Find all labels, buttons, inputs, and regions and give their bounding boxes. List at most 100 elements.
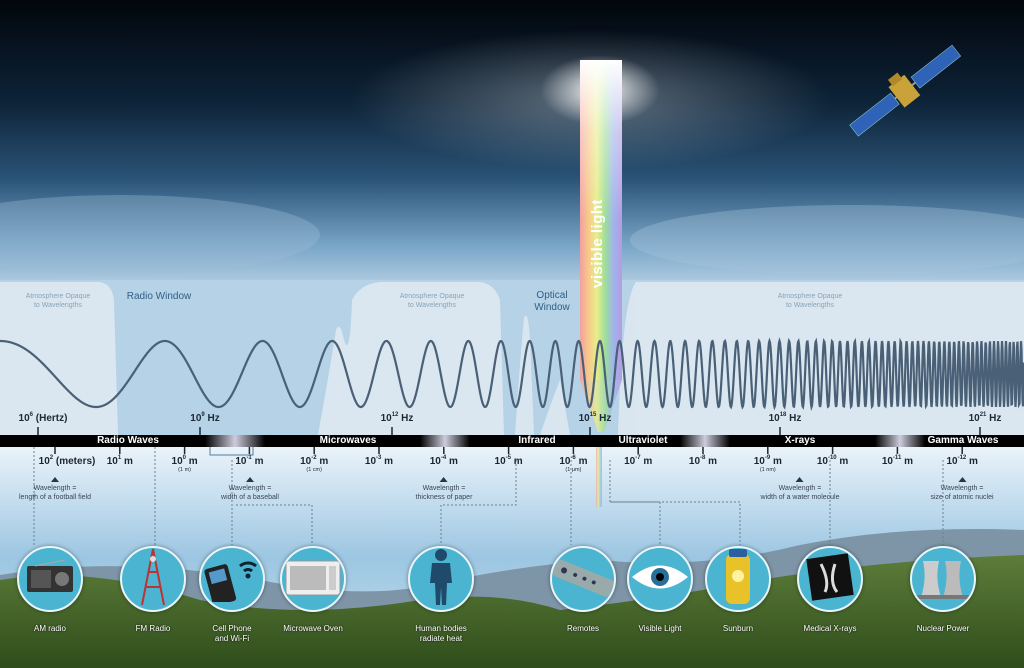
frequency-label-base: 10 <box>578 413 590 424</box>
frequency-label-base: 10 <box>380 413 392 424</box>
example-label-line1: Remotes <box>566 624 600 633</box>
microwave-oven-circle <box>280 546 346 612</box>
wavelength-label-note: (1 m) <box>178 467 192 473</box>
wavelength-label-base: 10 <box>624 456 636 467</box>
example-label-line2: radiate heat <box>419 634 463 643</box>
radio-icon <box>25 559 75 599</box>
wavelength-comparison: Wavelength = width of a baseball <box>221 477 279 502</box>
wavelength-label-unit: m <box>904 456 913 467</box>
wavelength-label: 100 m (1 m) <box>172 455 198 473</box>
example-label: Sunburn <box>723 624 753 634</box>
wavelength-label-note: (1 μm) <box>565 467 582 473</box>
comparison-line1: Wavelength = <box>228 485 272 492</box>
satellite-icon <box>849 44 962 137</box>
wavelength-label-base: 10 <box>300 456 312 467</box>
wavelength-label-unit: m <box>384 456 394 467</box>
example-label: Nuclear Power <box>917 624 969 634</box>
atmosphere-opaque-label-3: Atmosphere Opaque to Wavelengths <box>778 292 843 310</box>
frequency-label-exponent: 9 <box>201 412 205 418</box>
wavelength-label: 10-9 m (1 nm) <box>754 455 782 473</box>
band-label-microwaves: Microwaves <box>319 435 377 446</box>
band-label-x-rays: X-rays <box>784 435 816 446</box>
frequency-label-base: 10 <box>768 413 780 424</box>
wavelength-label-exponent: -4 <box>440 455 447 461</box>
example-label-line1: Sunburn <box>722 624 754 633</box>
wavelength-label-exponent: 2 <box>49 455 54 461</box>
wavelength-label-exponent: -2 <box>311 455 317 461</box>
wavelength-label-unit: m <box>772 456 782 467</box>
wavelength-label-base: 10 <box>106 456 118 467</box>
wavelength-label-exponent: -12 <box>957 455 967 461</box>
wavelength-label: 10-1 m <box>235 455 263 467</box>
comparison-line2: width of a baseball <box>221 494 279 501</box>
wavelength-label-base: 10 <box>429 456 441 467</box>
visible-light-label: visible light <box>589 198 606 288</box>
sunscreen-bottle-icon <box>723 548 753 610</box>
band-label-ultraviolet: Ultraviolet <box>618 435 668 446</box>
wavelength-label: 10-10 m <box>817 455 848 467</box>
frequency-label-unit: Hz <box>989 413 1002 424</box>
wavelength-label-exponent: -5 <box>505 455 511 461</box>
visible-light-circle <box>627 546 693 612</box>
wavelength-label-unit: m <box>123 456 133 467</box>
band-label-radio-waves: Radio Waves <box>97 435 159 446</box>
example-label-line1: Human bodies <box>415 624 467 633</box>
wavelength-comparison: Wavelength = thickness of paper <box>416 477 473 502</box>
wavelength-label: 101 m <box>106 455 133 467</box>
wavelength-label-base: 10 <box>38 456 50 467</box>
wavelength-label-exponent: -9 <box>764 455 771 461</box>
wavelength-label-unit: m <box>188 456 198 467</box>
radio-window-label: Radio Window <box>126 291 192 302</box>
wavelength-label-exponent: -7 <box>635 455 641 461</box>
am-radio-circle <box>17 546 83 612</box>
frequency-label-exponent: 15 <box>589 412 597 418</box>
frequency-label-base: 10 <box>190 413 202 424</box>
band-label-infrared: Infrared <box>518 435 556 446</box>
medical-x-rays-circle <box>797 546 863 612</box>
wavelength-comparison: Wavelength = size of atomic nuclei <box>930 477 993 502</box>
comparison-line2: width of a water molecule <box>760 494 840 501</box>
wavelength-label: 102 (meters) <box>38 455 96 467</box>
cooling-tower-icon <box>915 555 971 604</box>
frequency-label-unit: (Hertz) <box>35 413 68 424</box>
optical-window-line2: Window <box>534 302 570 313</box>
wavelength-label-exponent: -3 <box>376 455 382 461</box>
example-label-line1: FM Radio <box>135 624 171 633</box>
frequency-label: 1015 Hz <box>578 412 612 424</box>
wavelength-label-exponent: -6 <box>570 455 576 461</box>
example-label-line1: Medical X-rays <box>803 624 857 633</box>
example-label-line1: Visible Light <box>638 624 682 633</box>
wavelength-label-base: 10 <box>559 456 571 467</box>
wavelength-label-exponent: 1 <box>117 455 122 461</box>
wavelength-label-note: (1 nm) <box>759 467 776 473</box>
frequency-label-unit: Hz <box>207 413 220 424</box>
human-silhouette-icon <box>426 548 456 610</box>
wavelength-label-base: 10 <box>364 456 377 467</box>
example-label: Visible Light <box>639 624 682 634</box>
wavelength-label-exponent: -1 <box>246 455 252 461</box>
wavelength-label: 10-2 m (1 cm) <box>300 455 329 473</box>
frequency-label-unit: Hz <box>599 413 612 424</box>
comparison-line2: length of a football field <box>19 494 91 501</box>
atmosphere-opaque-label-3-line1: Atmosphere Opaque <box>777 293 843 300</box>
remotes-circle <box>550 546 616 612</box>
atmosphere-opaque-label-2-line2: to Wavelengths <box>407 302 456 309</box>
example-label-line1: AM radio <box>33 624 67 633</box>
atmosphere-opaque-label-1-line2: to Wavelengths <box>33 302 82 309</box>
band-label-gamma-waves: Gamma Waves <box>927 435 999 446</box>
wave-line <box>0 337 1024 412</box>
frequency-label-base: 10 <box>18 413 30 424</box>
wavelength-label-unit: m <box>319 456 329 467</box>
example-label: FM Radio <box>136 624 171 634</box>
wavelength-comparison: Wavelength = width of a water molecule <box>761 477 840 502</box>
wavelength-label-base: 10 <box>946 456 958 467</box>
frequency-label: 1021 Hz <box>968 412 1002 424</box>
remote-control-icon <box>552 557 614 602</box>
comparison-line1: Wavelength = <box>940 485 984 492</box>
optical-window-label: Optical Window <box>534 290 570 314</box>
example-label: Cell Phone and Wi-Fi <box>212 624 251 644</box>
radio-tower-icon <box>138 548 168 610</box>
frequency-label-base: 10 <box>968 413 980 424</box>
comparison-line2: size of atomic nuclei <box>930 494 994 501</box>
wavelength-label-unit: m <box>513 456 523 467</box>
